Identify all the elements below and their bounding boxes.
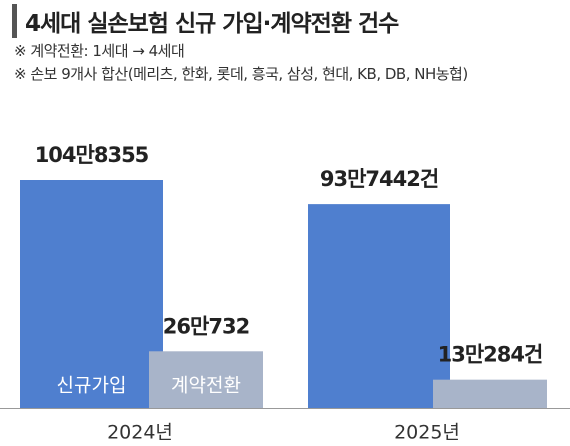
value-label: 26만732	[163, 314, 249, 338]
note: ※ 손보 9개사 합산(메리츠, 한화, 롯데, 흥국, 삼성, 현대, KB,…	[14, 65, 468, 83]
bar	[149, 351, 263, 408]
bar	[20, 180, 163, 408]
note: ※ 계약전환: 1세대 → 4세대	[14, 42, 185, 60]
value-label: 93만7442건	[320, 167, 438, 191]
legend-label: 신규가입	[57, 375, 127, 397]
x-tick-label: 2024년	[107, 422, 173, 444]
value-label: 104만8355	[35, 143, 149, 167]
title: 4세대 실손보험 신규 가입·계약전환 건수	[12, 4, 570, 38]
value-label: 13만284건	[438, 343, 543, 367]
bar	[433, 379, 547, 408]
header: 4세대 실손보험 신규 가입·계약전환 건수 ※ 계약전환: 1세대 → 4세대…	[0, 0, 570, 84]
bar	[308, 204, 450, 408]
legend-label: 계약전환	[171, 375, 241, 397]
x-tick-label: 2025년	[394, 422, 460, 444]
